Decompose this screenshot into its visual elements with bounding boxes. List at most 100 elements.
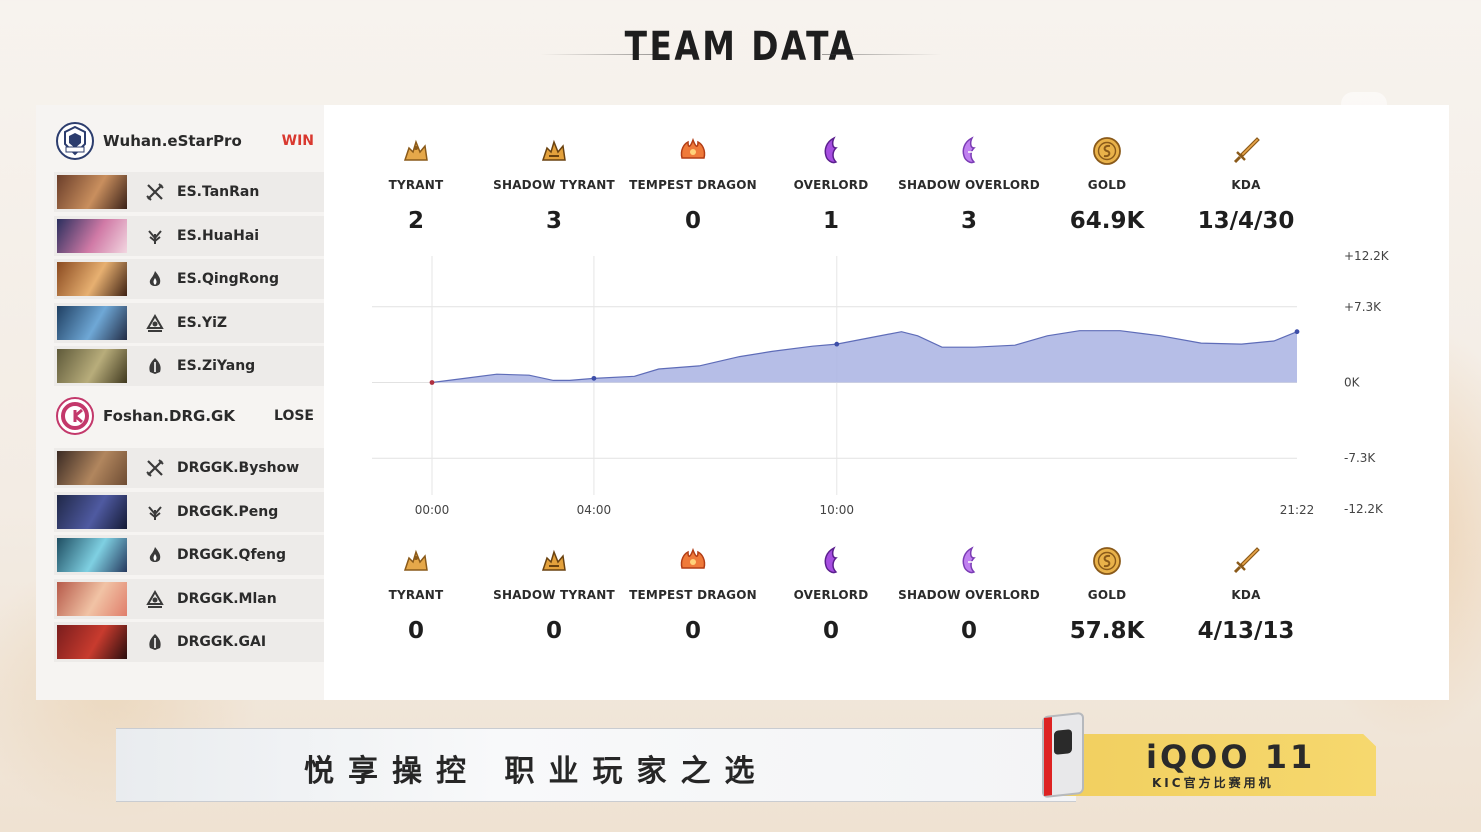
team-a-stat-tyrant: TYRANT 2 bbox=[336, 134, 496, 234]
flame-icon bbox=[145, 545, 165, 565]
stat-label: OVERLORD bbox=[793, 178, 869, 192]
team-b-stat-tempest-dragon: TEMPEST DRAGON 0 bbox=[613, 544, 773, 644]
crossed-swords-icon bbox=[145, 458, 165, 478]
hero-portrait bbox=[57, 451, 127, 485]
team-data-panel: Wuhan.eStarPro WIN ES.TanRan ES.HuaHai ES.… bbox=[36, 105, 1449, 700]
gold-icon bbox=[1090, 134, 1124, 168]
team-a-stat-gold: GOLD 64.9K bbox=[1027, 134, 1187, 234]
team-b-stat-tyrant: TYRANT 0 bbox=[336, 544, 496, 644]
team-a-stat-shadow-tyrant: SHADOW TYRANT 3 bbox=[474, 134, 634, 234]
team-a-name: Wuhan.eStarPro bbox=[103, 132, 242, 150]
stat-label: KDA bbox=[1231, 178, 1261, 192]
team-a-result-badge: WIN bbox=[281, 133, 314, 149]
title-divider-left bbox=[540, 54, 660, 55]
team-b-result-badge: LOSE bbox=[274, 408, 314, 424]
team-b-player-row[interactable]: DRGGK.Peng bbox=[54, 491, 324, 532]
gold-diff-area bbox=[432, 330, 1297, 383]
chart-point bbox=[429, 380, 435, 385]
stat-value: 1 bbox=[822, 208, 839, 234]
team-b-stat-shadow-tyrant: SHADOW TYRANT 0 bbox=[474, 544, 634, 644]
stat-label: SHADOW TYRANT bbox=[493, 178, 615, 192]
gold-diff-line bbox=[431, 330, 1298, 384]
stat-label: TEMPEST DRAGON bbox=[629, 588, 757, 602]
team-b-player-row[interactable]: DRGGK.GAI bbox=[54, 622, 324, 662]
overlord-icon bbox=[814, 544, 848, 578]
shadow-tyrant-icon bbox=[537, 134, 571, 168]
chart-point bbox=[591, 375, 597, 381]
sponsor-banner: 悦享操控 职业玩家之选 iQOO 11 KIC官方比赛用机 bbox=[116, 711, 1376, 804]
stat-value: 57.8K bbox=[1069, 618, 1145, 644]
phone-icon bbox=[1042, 711, 1084, 799]
player-name: ES.QingRong bbox=[177, 271, 280, 287]
team-b-player-row[interactable]: DRGGK.Qfeng bbox=[54, 535, 324, 575]
kda-sword-icon bbox=[1229, 134, 1263, 168]
brand-name: iQOO 11 bbox=[1146, 738, 1316, 776]
hero-portrait bbox=[57, 494, 127, 529]
flame-icon bbox=[145, 269, 165, 289]
stat-label: SHADOW OVERLORD bbox=[898, 178, 1040, 192]
team-b-player-row[interactable]: DRGGK.Byshow bbox=[54, 448, 324, 488]
x-tick-label: 00:00 bbox=[415, 503, 450, 517]
brand-box bbox=[1056, 734, 1376, 796]
team-a-player-row[interactable]: ES.QingRong bbox=[54, 259, 324, 299]
hero-portrait bbox=[57, 175, 127, 209]
team-a-stat-tempest-dragon: TEMPEST DRAGON 0 bbox=[613, 134, 773, 234]
chart-point bbox=[834, 341, 840, 347]
y-tick-label: -12.2K bbox=[1344, 502, 1384, 516]
y-tick-label: -7.3K bbox=[1344, 451, 1376, 465]
hero-portrait bbox=[57, 625, 127, 659]
estar-logo-icon bbox=[56, 122, 94, 160]
overlord-icon bbox=[814, 134, 848, 168]
team-b-player-row[interactable]: DRGGK.Mlan bbox=[54, 578, 324, 619]
tyrant-icon bbox=[399, 544, 433, 578]
stat-value: 0 bbox=[960, 618, 977, 644]
archer-icon bbox=[145, 589, 165, 609]
stat-label: GOLD bbox=[1087, 178, 1127, 192]
team-a-stat-kda: KDA 13/4/30 bbox=[1166, 134, 1326, 234]
team-a-player-row[interactable]: ES.TanRan bbox=[54, 172, 324, 212]
team-b-header: Foshan.DRG.GK LOSE bbox=[52, 388, 324, 444]
team-b-stat-shadow-overlord: SHADOW OVERLORD 0 bbox=[889, 544, 1049, 644]
stat-label: TYRANT bbox=[388, 178, 444, 192]
player-name: ES.TanRan bbox=[177, 184, 260, 200]
hero-portrait bbox=[57, 538, 127, 572]
x-tick-label: 10:00 bbox=[819, 503, 854, 517]
y-tick-label: +7.3K bbox=[1344, 300, 1382, 314]
team-a-player-row[interactable]: ES.YiZ bbox=[54, 302, 324, 343]
stat-value: 64.9K bbox=[1069, 208, 1145, 234]
team-a-player-row[interactable]: ES.ZiYang bbox=[54, 346, 324, 386]
stat-value: 0 bbox=[684, 208, 701, 234]
tempest-dragon-icon bbox=[676, 544, 710, 578]
x-tick-label: 21:22 bbox=[1280, 503, 1315, 517]
claw-icon bbox=[145, 226, 165, 246]
player-name: ES.ZiYang bbox=[177, 358, 256, 374]
team-b-name: Foshan.DRG.GK bbox=[103, 407, 235, 425]
y-tick-label: +12.2K bbox=[1344, 249, 1390, 263]
player-name: DRGGK.Mlan bbox=[177, 590, 277, 607]
shadow-tyrant-icon bbox=[537, 544, 571, 578]
stat-value: 2 bbox=[407, 208, 424, 234]
player-name: DRGGK.Qfeng bbox=[177, 547, 287, 563]
stat-value: 3 bbox=[960, 208, 977, 234]
kda-sword-icon bbox=[1229, 544, 1263, 578]
brand-subtitle: KIC官方比赛用机 bbox=[1152, 776, 1274, 790]
stat-label: OVERLORD bbox=[793, 588, 869, 602]
stat-value: 0 bbox=[545, 618, 562, 644]
stat-value: 3 bbox=[545, 208, 562, 234]
team-a-header: Wuhan.eStarPro WIN bbox=[52, 113, 324, 169]
hero-portrait bbox=[57, 305, 127, 340]
player-name: ES.YiZ bbox=[177, 314, 228, 331]
team-roster-column: Wuhan.eStarPro WIN ES.TanRan ES.HuaHai ES.… bbox=[36, 105, 324, 700]
tempest-dragon-icon bbox=[676, 134, 710, 168]
stat-value: 13/4/30 bbox=[1197, 208, 1295, 234]
team-b-stat-gold: GOLD 57.8K bbox=[1027, 544, 1187, 644]
hero-portrait bbox=[57, 581, 127, 616]
chart-point bbox=[1294, 329, 1300, 335]
claw-icon bbox=[145, 502, 165, 522]
hero-portrait bbox=[57, 349, 127, 383]
drg-logo-icon bbox=[56, 397, 94, 435]
title-divider-right bbox=[822, 54, 942, 55]
team-a-player-row[interactable]: ES.HuaHai bbox=[54, 215, 324, 256]
stat-value: 4/13/13 bbox=[1197, 618, 1295, 644]
player-name: DRGGK.Byshow bbox=[177, 460, 300, 476]
